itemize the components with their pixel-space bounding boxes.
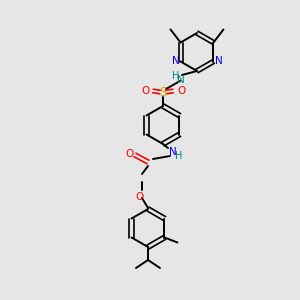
Text: O: O — [125, 149, 133, 159]
Text: S: S — [159, 85, 167, 98]
Text: N: N — [177, 75, 185, 85]
Text: H: H — [175, 151, 183, 161]
Text: O: O — [136, 192, 144, 202]
Text: N: N — [214, 56, 222, 67]
Text: H: H — [172, 71, 180, 81]
Text: O: O — [141, 86, 149, 96]
Text: N: N — [169, 147, 177, 157]
Text: O: O — [177, 86, 185, 96]
Text: N: N — [172, 56, 179, 67]
